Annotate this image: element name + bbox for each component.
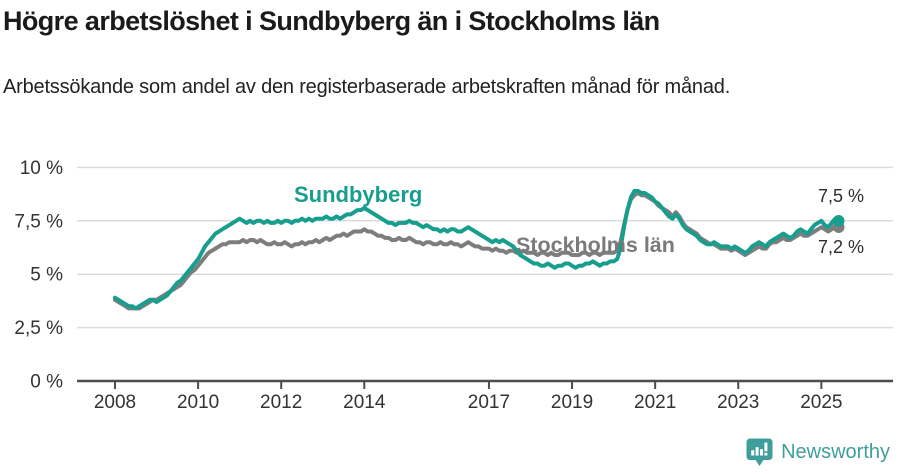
newsworthy-logo-icon	[746, 438, 773, 466]
x-axis-tick-label: 2010	[177, 392, 219, 413]
logo-exclamation-dot	[764, 452, 768, 456]
y-axis-tick-label: 7,5 %	[14, 211, 63, 232]
x-axis-tick-label: 2017	[468, 392, 510, 413]
x-axis-tick-label: 2025	[800, 392, 842, 413]
chart-subtitle: Arbetssökande som andel av den registerb…	[3, 76, 731, 98]
x-axis-tick-label: 2021	[634, 392, 676, 413]
end-dot-sundbyberg	[832, 215, 845, 227]
series-label-stockholms-lan: Stockholms län	[516, 233, 675, 257]
line-chart: 0 % 2,5 % 5 % 7,5 % 10 % 2008 2010 2012 2014 2017…	[0, 150, 900, 435]
logo-bar-3	[760, 449, 764, 456]
chart-canvas: 0 % 2,5 % 5 % 7,5 % 10 % 2008 2010 2012 2014 2017…	[14, 158, 893, 413]
y-axis-tick-label: 2,5 %	[14, 318, 63, 339]
page-title: Högre arbetslöshet i Sundbyberg än i Sto…	[3, 6, 660, 36]
logo-bar-1	[751, 450, 755, 456]
x-axis-tick-label: 2019	[551, 392, 593, 413]
logo-pin-shape	[746, 438, 773, 466]
newsworthy-logo: Newsworthy	[746, 438, 890, 467]
series-label-sundbyberg: Sundbyberg	[294, 182, 423, 207]
x-axis-tick-label: 2008	[94, 392, 136, 413]
logo-exclamation-bar	[764, 442, 768, 452]
series-line-stockholms-lan	[113, 191, 841, 311]
x-axis-tick-label: 2012	[260, 392, 302, 413]
brand-name: Newsworthy	[781, 441, 890, 463]
x-axis-tick-label: 2014	[343, 392, 386, 413]
x-axis-tick-label: 2023	[717, 392, 759, 413]
series-line-sundbyberg	[113, 188, 841, 311]
logo-bar-2	[755, 447, 759, 456]
end-value-label-stockholms-lan: 7,2 %	[818, 237, 865, 257]
y-axis-tick-label: 10 %	[20, 158, 63, 179]
y-axis-tick-label: 5 %	[30, 265, 63, 286]
end-value-label-sundbyberg: 7,5 %	[818, 186, 865, 206]
y-axis-tick-label: 0 %	[30, 372, 63, 393]
